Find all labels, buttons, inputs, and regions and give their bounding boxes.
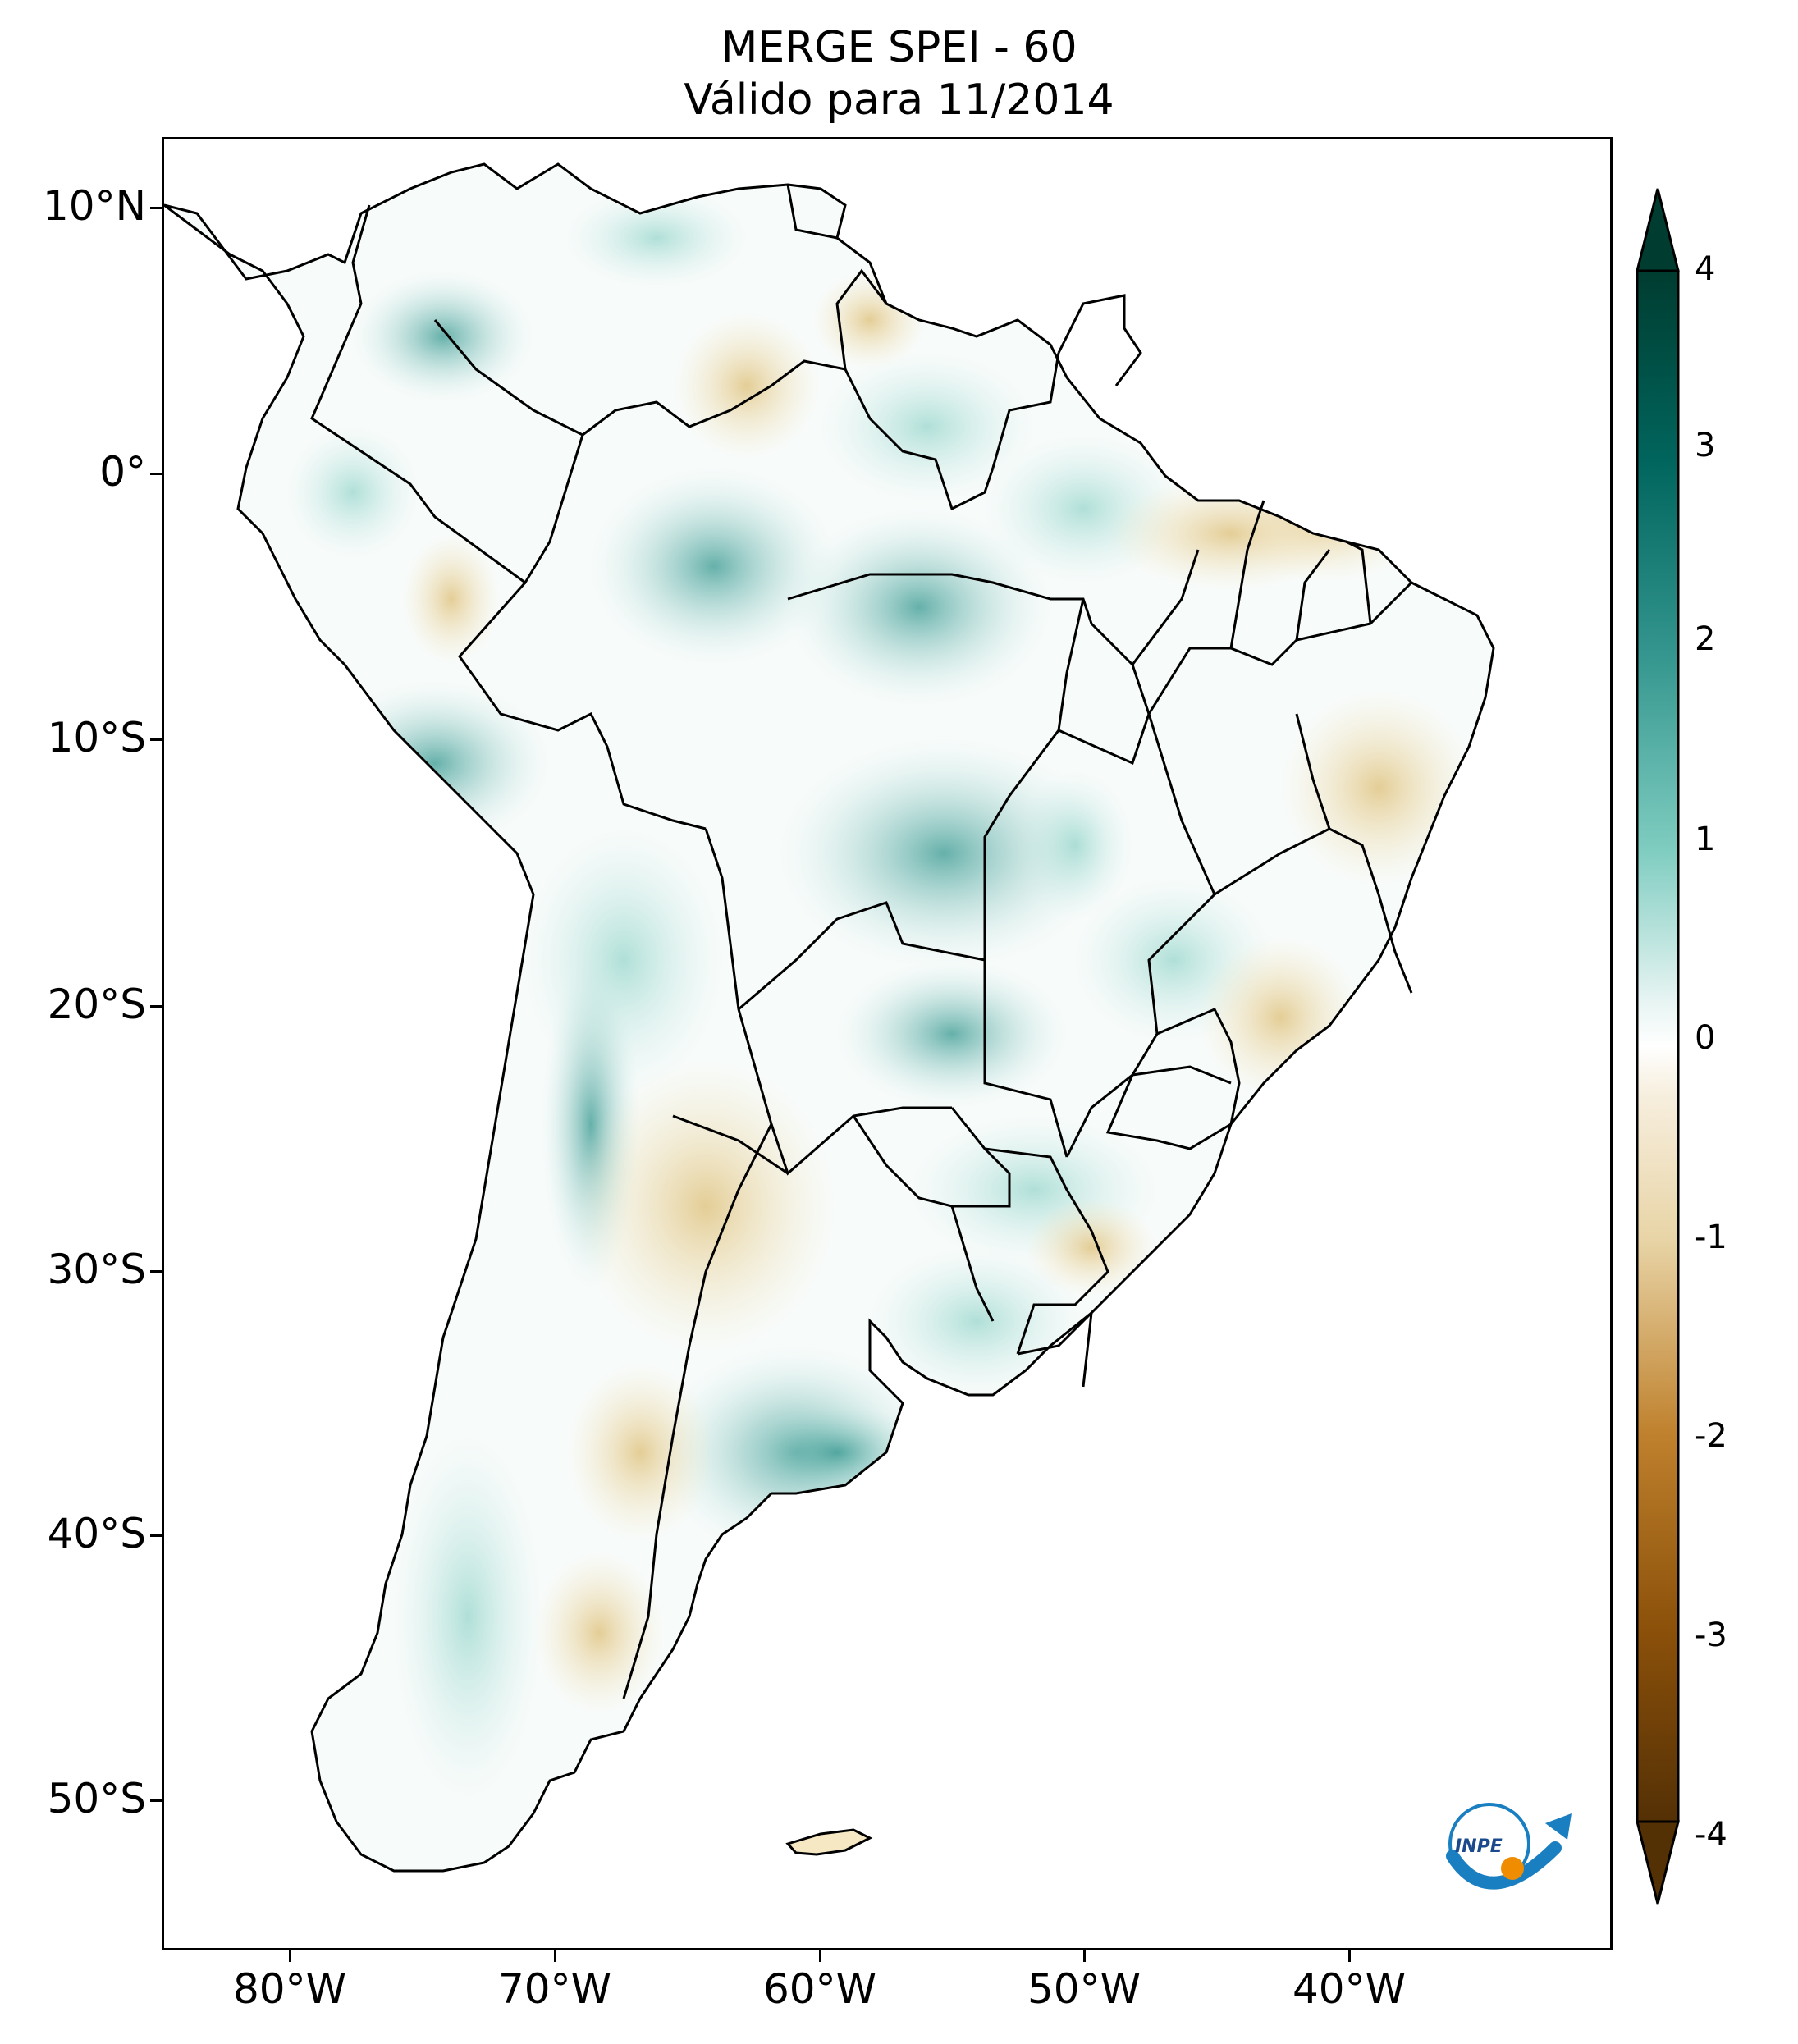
lon-tick — [554, 1950, 556, 1962]
lat-label-30s: 30°S — [47, 1246, 146, 1293]
colorbar-label-4: 4 — [1695, 250, 1716, 288]
falkland-islands — [785, 1828, 873, 1856]
colorbar-label-neg4: -4 — [1695, 1816, 1727, 1854]
map-title-line1: MERGE SPEI - 60 — [721, 23, 1077, 72]
lon-tick — [289, 1950, 291, 1962]
colorbar-label-0: 0 — [1695, 1019, 1716, 1057]
lat-label-10s: 10°S — [47, 714, 146, 761]
lat-tick — [150, 1534, 162, 1537]
colorbar — [1636, 188, 1680, 1905]
colorbar-label-neg3: -3 — [1695, 1616, 1727, 1654]
lat-tick — [150, 473, 162, 475]
lat-label-40s: 40°S — [47, 1510, 146, 1557]
map-frame — [162, 137, 1613, 1950]
lon-tick — [1348, 1950, 1351, 1962]
lat-label-20s: 20°S — [47, 981, 146, 1028]
lon-label-50w: 50°W — [1027, 1965, 1141, 2013]
south-america-map — [164, 162, 1495, 1873]
political-borders — [310, 184, 1413, 1699]
colorbar-label-3: 3 — [1695, 427, 1716, 464]
svg-text:INPE: INPE — [1455, 1836, 1503, 1857]
colorbar-label-neg1: -1 — [1695, 1219, 1727, 1256]
lon-label-70w: 70°W — [497, 1965, 612, 2013]
lon-tick — [819, 1950, 821, 1962]
lon-label-40w: 40°W — [1292, 1965, 1407, 2013]
inpe-logo: INPE — [1446, 1803, 1572, 1890]
lat-label-0: 0° — [99, 448, 146, 496]
lat-tick — [150, 738, 162, 741]
lat-label-50s: 50°S — [47, 1775, 146, 1822]
lon-label-60w: 60°W — [762, 1965, 877, 2013]
lat-tick — [150, 1799, 162, 1802]
lon-label-80w: 80°W — [232, 1965, 347, 2013]
colorbar-label-2: 2 — [1695, 620, 1716, 658]
lat-tick — [150, 207, 162, 209]
lat-tick — [150, 1270, 162, 1273]
colorbar-label-neg2: -2 — [1695, 1417, 1727, 1455]
map-title-line2: Válido para 11/2014 — [684, 75, 1114, 125]
lon-tick — [1083, 1950, 1086, 1962]
lat-tick — [150, 1005, 162, 1008]
colorbar-label-1: 1 — [1695, 821, 1716, 858]
lat-label-10n: 10°N — [42, 182, 146, 230]
